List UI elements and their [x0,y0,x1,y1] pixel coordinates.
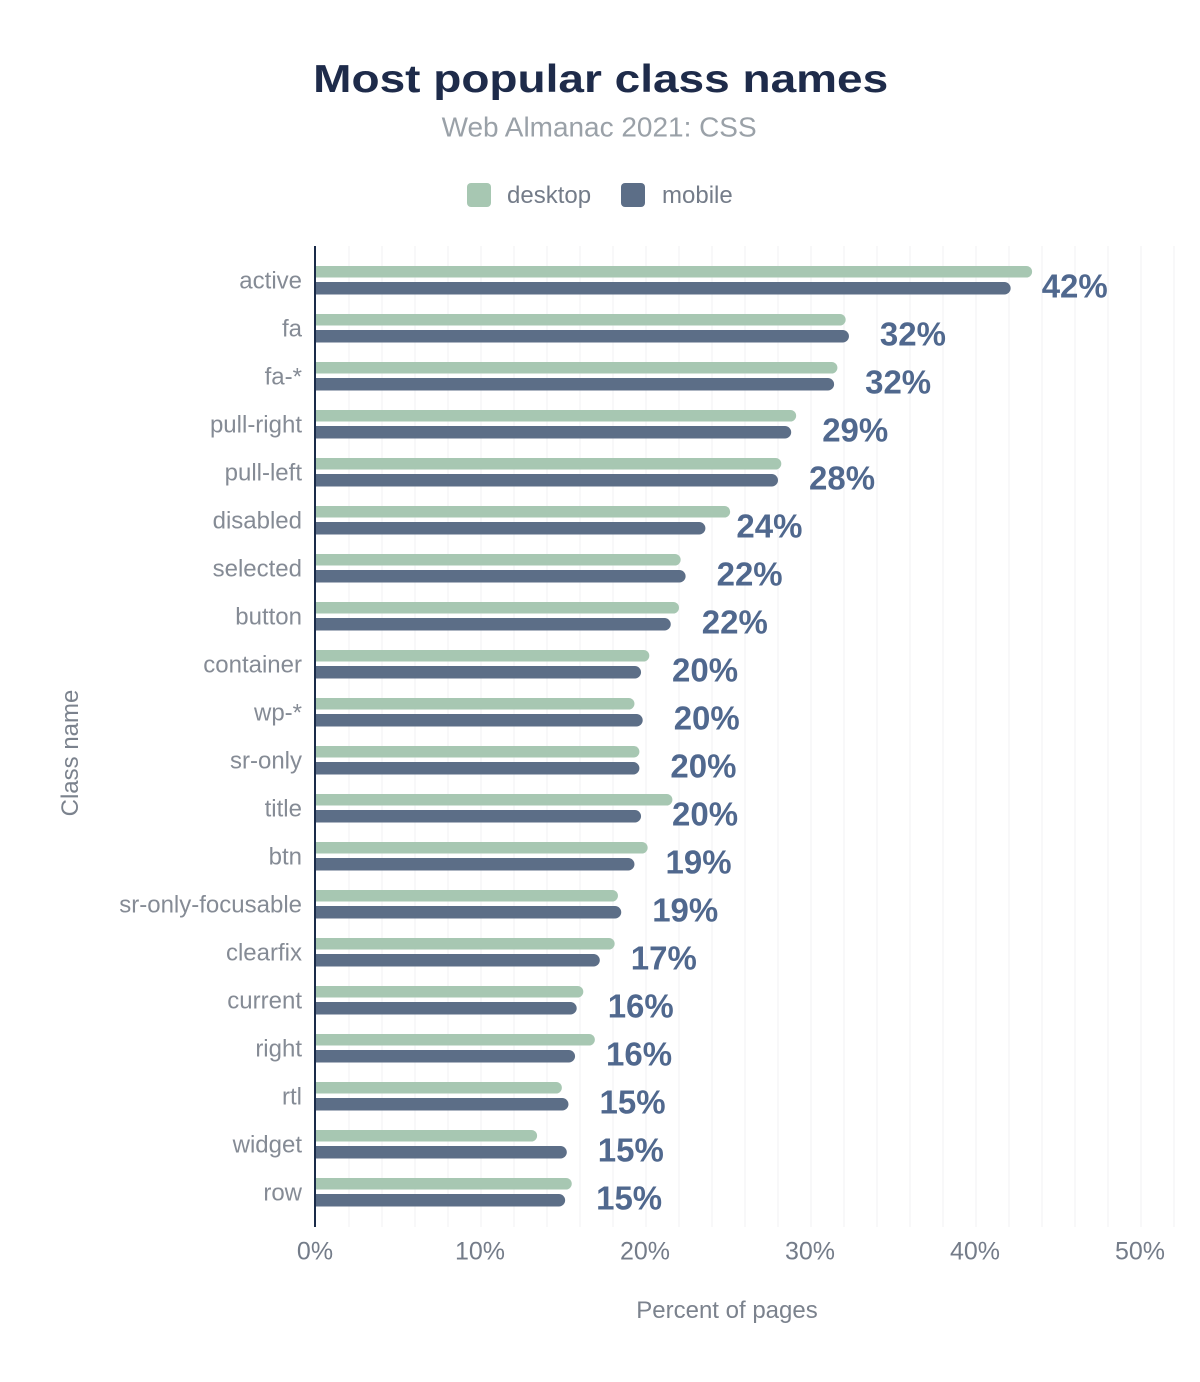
svg-text:20%: 20% [674,700,740,737]
svg-text:15%: 15% [596,1180,662,1217]
svg-text:16%: 16% [608,988,674,1025]
svg-text:fa-*: fa-* [265,364,302,391]
svg-text:pull-left: pull-left [225,460,303,487]
svg-text:Class name: Class name [57,690,84,817]
svg-text:20%: 20% [672,796,738,833]
svg-text:disabled: disabled [213,508,302,535]
svg-text:mobile: mobile [662,182,733,209]
svg-text:wp-*: wp-* [253,700,302,727]
svg-text:sr-only: sr-only [230,748,302,775]
svg-text:Percent of pages: Percent of pages [636,1297,817,1324]
svg-text:clearfix: clearfix [226,940,302,967]
svg-text:widget: widget [232,1132,303,1159]
svg-text:22%: 22% [717,556,783,593]
svg-text:22%: 22% [702,604,768,641]
svg-text:sr-only-focusable: sr-only-focusable [119,892,302,919]
svg-text:20%: 20% [620,1238,670,1266]
svg-text:40%: 40% [950,1238,1000,1266]
svg-text:title: title [265,796,302,823]
svg-text:20%: 20% [670,748,736,785]
svg-text:50%: 50% [1115,1238,1165,1266]
svg-text:fa: fa [282,316,303,343]
svg-text:24%: 24% [736,508,802,545]
svg-text:row: row [263,1180,302,1207]
svg-text:32%: 32% [880,316,946,353]
svg-text:16%: 16% [606,1036,672,1073]
svg-text:0%: 0% [297,1238,333,1266]
svg-text:19%: 19% [666,844,732,881]
svg-text:17%: 17% [631,940,697,977]
svg-text:30%: 30% [785,1238,835,1266]
svg-text:28%: 28% [809,460,875,497]
svg-text:42%: 42% [1042,268,1108,305]
svg-text:10%: 10% [455,1238,505,1266]
svg-text:active: active [239,268,302,295]
svg-text:Web Almanac 2021: CSS: Web Almanac 2021: CSS [442,112,757,143]
svg-text:current: current [227,988,302,1015]
svg-text:15%: 15% [600,1084,666,1121]
svg-text:15%: 15% [598,1132,664,1169]
svg-text:32%: 32% [865,364,931,401]
svg-text:Most popular class names: Most popular class names [313,58,888,101]
svg-text:container: container [203,652,302,679]
svg-text:right: right [255,1036,302,1063]
svg-text:btn: btn [269,844,302,871]
svg-text:20%: 20% [672,652,738,689]
svg-text:pull-right: pull-right [210,412,302,439]
svg-text:rtl: rtl [282,1084,302,1111]
svg-text:selected: selected [213,556,302,583]
svg-text:desktop: desktop [507,182,591,209]
svg-text:19%: 19% [652,892,718,929]
svg-text:29%: 29% [822,412,888,449]
svg-text:button: button [235,604,302,631]
